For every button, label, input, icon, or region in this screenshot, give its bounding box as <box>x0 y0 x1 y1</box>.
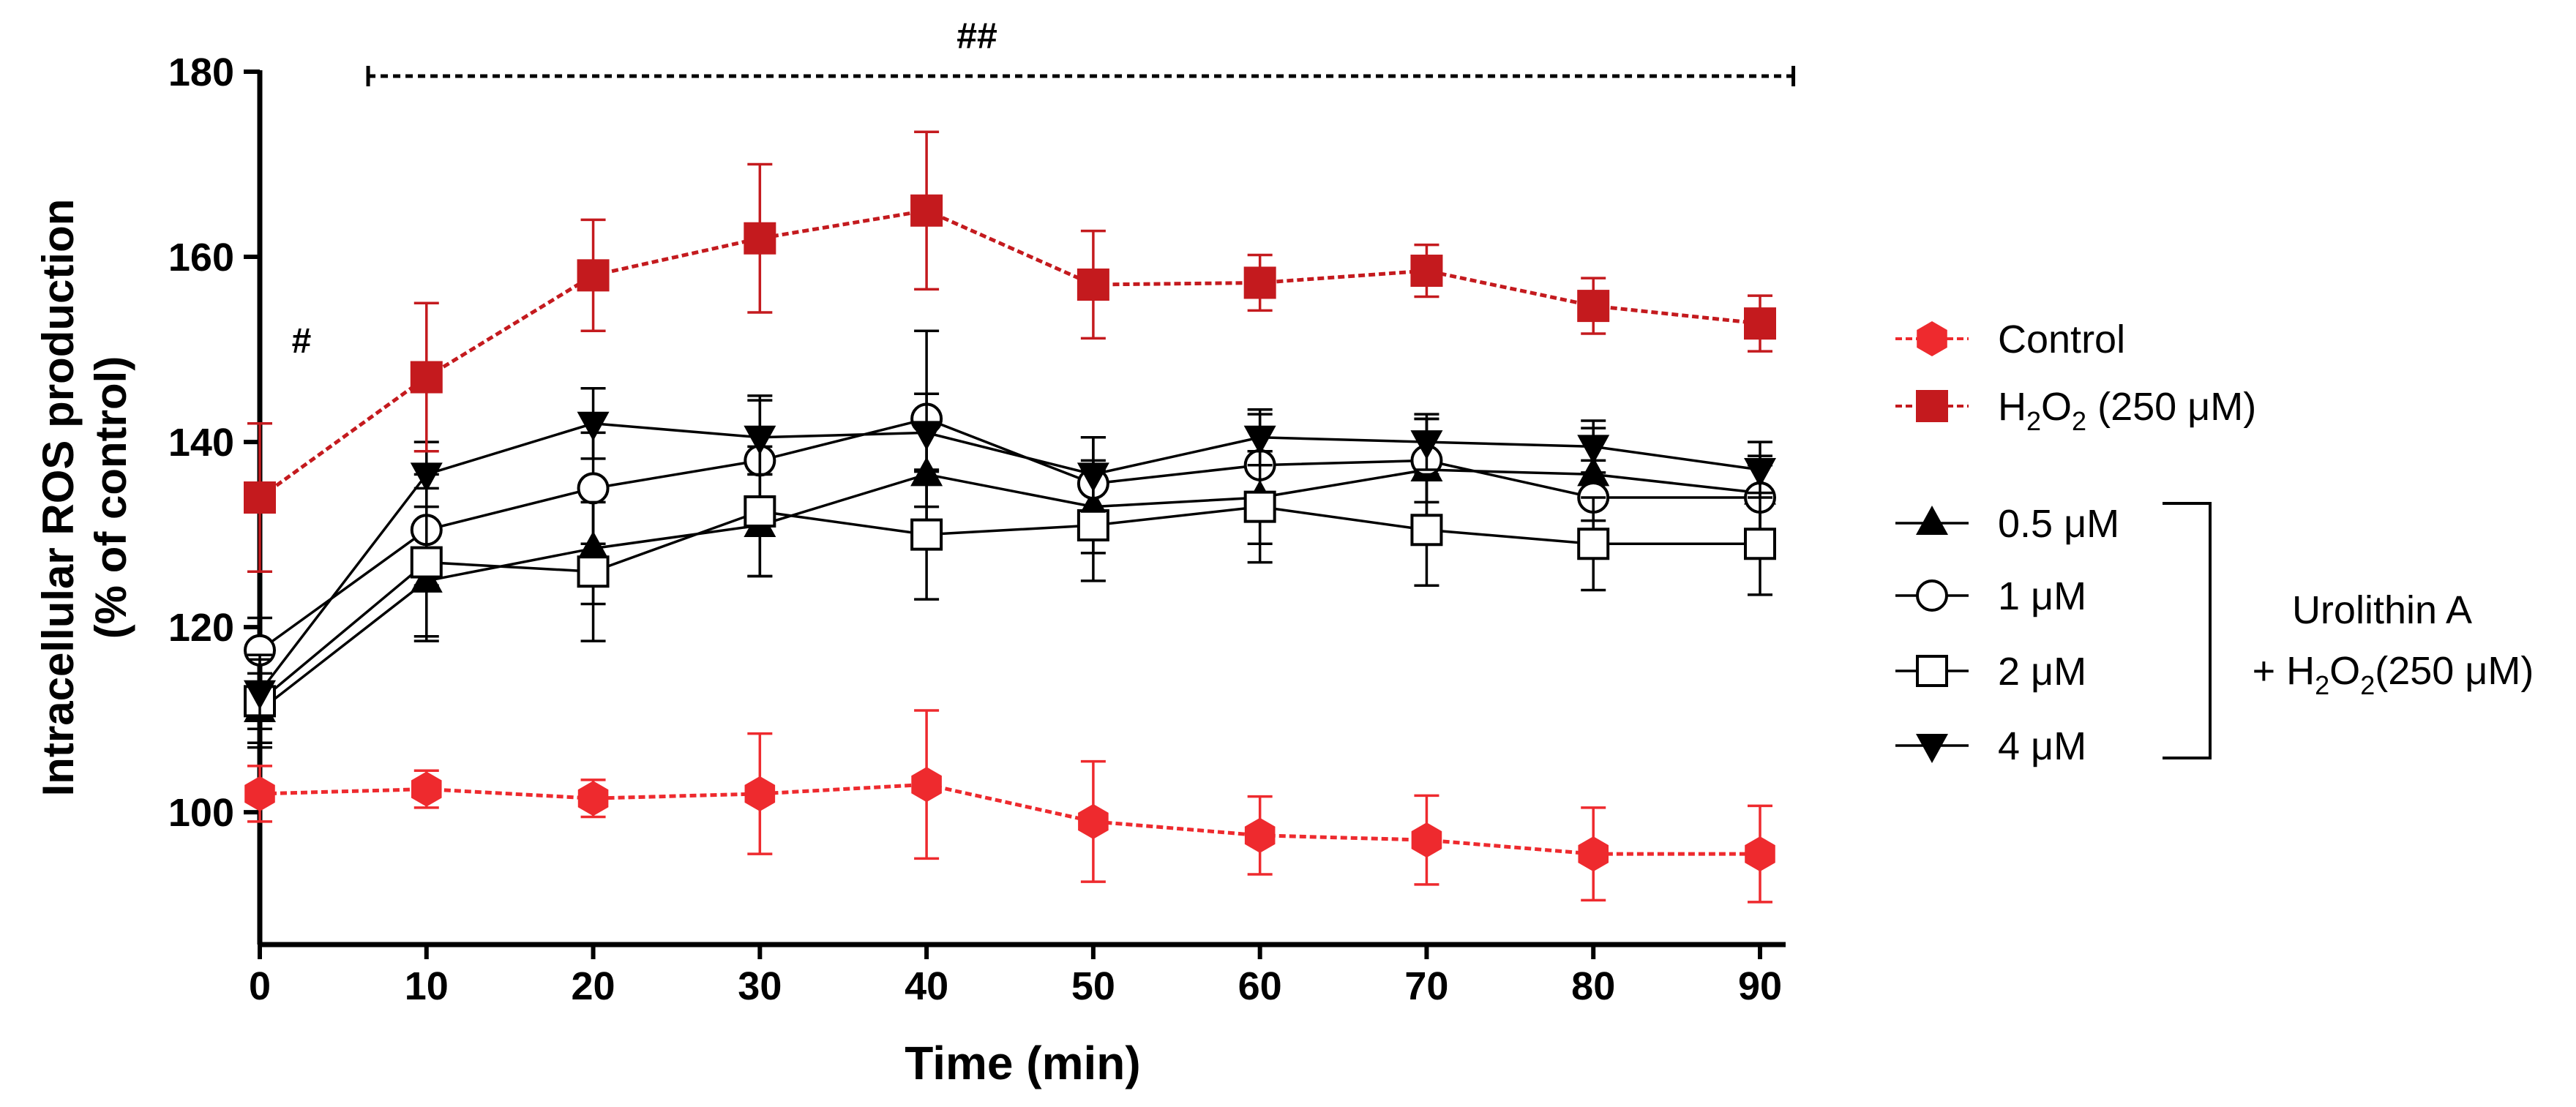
data-point <box>911 767 942 803</box>
series-line <box>259 782 1760 856</box>
data-point <box>744 425 776 455</box>
data-point <box>410 546 443 579</box>
series-line <box>258 209 1761 500</box>
x-tick-label: 40 <box>905 964 948 1008</box>
y-axis-label-line2: (% of control) <box>86 356 135 639</box>
annotation-single-hash: # <box>292 322 312 361</box>
y-tick-label: 180 <box>168 50 234 94</box>
data-point <box>1578 836 1609 872</box>
series-line <box>258 417 1760 652</box>
annotation-double-hash: ## <box>956 15 997 56</box>
legend-marker-ua <box>1916 579 1948 612</box>
plot-area <box>244 130 1776 904</box>
x-tick-label: 70 <box>1404 964 1448 1008</box>
legend-label-control: Control <box>1998 318 2125 361</box>
data-point <box>577 555 610 588</box>
significance-annotations: ### <box>292 15 1796 361</box>
data-point <box>1410 514 1443 547</box>
series-line <box>258 505 1760 702</box>
data-point <box>577 259 610 292</box>
y-tick-label: 160 <box>168 236 234 279</box>
data-point <box>1745 836 1775 872</box>
legend-marker-control <box>1917 321 1947 356</box>
data-point <box>1744 307 1776 340</box>
legend-marker-ua <box>1916 734 1948 763</box>
legend-marker-ua <box>1916 655 1948 687</box>
data-point <box>1577 290 1610 323</box>
series-control <box>244 709 1775 904</box>
data-point <box>744 222 776 255</box>
data-point <box>244 680 276 710</box>
data-point <box>1243 425 1276 455</box>
data-point <box>1577 435 1610 465</box>
x-tick-label: 80 <box>1571 964 1615 1008</box>
data-point <box>1243 266 1276 299</box>
series-h2o2-250-m <box>244 130 1776 573</box>
data-point <box>244 481 276 514</box>
data-point <box>410 462 443 492</box>
data-point <box>244 776 275 811</box>
legend-group-label-line2: + H2O2(250 μM) <box>2253 649 2534 700</box>
data-point <box>577 781 609 817</box>
series-line <box>258 468 1761 712</box>
legend-label-h2o2: H2O2 (250 μM) <box>1998 385 2256 436</box>
legend-label-ua: 4 μM <box>1998 724 2086 768</box>
data-point <box>410 361 443 394</box>
data-point <box>1077 509 1109 541</box>
legend: Control H2O2 (250 μM) 0.5 μM 1 μM 2 μM 4 μM Ur… <box>1895 318 2534 768</box>
data-point <box>1410 430 1443 460</box>
data-point <box>910 421 943 451</box>
x-axis-label: Time (min) <box>905 1037 1140 1089</box>
data-point <box>744 776 776 811</box>
legend-bracket <box>2163 502 2212 759</box>
series-line <box>258 422 1761 693</box>
data-point <box>910 518 943 551</box>
x-tick-label: 10 <box>405 964 449 1008</box>
x-tick-label: 30 <box>738 964 782 1008</box>
data-point <box>1077 269 1109 301</box>
data-point <box>411 771 442 807</box>
data-point <box>577 411 610 441</box>
legend-marker-ua <box>1916 506 1948 535</box>
legend-marker-h2o2 <box>1916 390 1948 422</box>
data-point <box>1243 490 1276 523</box>
data-point <box>1078 803 1109 839</box>
legend-label-ua: 2 μM <box>1998 650 2086 694</box>
y-tick-label: 120 <box>168 606 234 650</box>
y-tick-label: 140 <box>168 421 234 465</box>
data-point <box>577 472 610 505</box>
data-point <box>744 495 776 528</box>
x-tick-label: 0 <box>249 964 271 1008</box>
data-point <box>1411 822 1442 858</box>
x-tick-label: 60 <box>1238 964 1282 1008</box>
data-point <box>1410 255 1443 288</box>
legend-label-ua: 0.5 μM <box>1998 502 2119 546</box>
y-axis-label: Intracellular ROS production (% of contro… <box>34 199 135 797</box>
legend-label-ua: 1 μM <box>1998 574 2086 618</box>
series-1-m <box>244 329 1776 684</box>
data-point <box>1577 528 1610 560</box>
y-tick-label: 100 <box>168 791 234 835</box>
data-point <box>1744 458 1776 488</box>
x-tick-label: 50 <box>1071 964 1115 1008</box>
data-point <box>1244 817 1276 853</box>
y-axis-label-line1: Intracellular ROS production <box>34 199 83 797</box>
series-0-5-m <box>244 417 1776 749</box>
series-4-m <box>244 386 1776 731</box>
data-point <box>1077 462 1109 492</box>
x-tick-label: 20 <box>572 964 615 1008</box>
data-point <box>910 194 943 227</box>
x-tick-label: 90 <box>1738 964 1782 1008</box>
data-point <box>1744 528 1776 560</box>
legend-group-label-line1: Urolithin A <box>2292 588 2472 632</box>
axes: 100 120 140 160 180 0 10 20 30 40 50 60 70 80 90 Time (… <box>34 50 1786 1089</box>
